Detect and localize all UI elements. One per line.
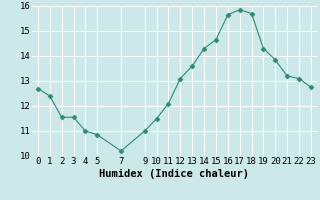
X-axis label: Humidex (Indice chaleur): Humidex (Indice chaleur) — [100, 169, 249, 179]
